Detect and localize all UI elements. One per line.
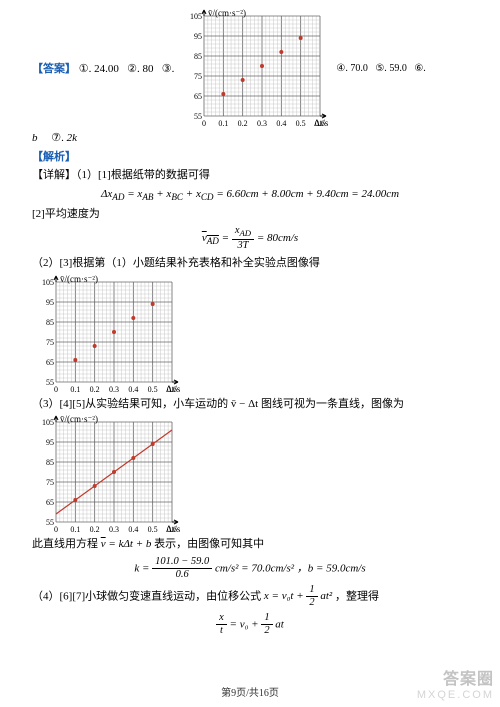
answer-label: 【答案】 — [32, 63, 76, 75]
svg-text:0: 0 — [54, 385, 58, 394]
svg-text:0.1: 0.1 — [70, 385, 80, 394]
svg-text:95: 95 — [194, 32, 202, 41]
svg-text:0: 0 — [202, 119, 206, 128]
a6l: ⑥. — [414, 63, 425, 74]
p4-text: （3）[4][5]从实验结果可知，小车运动的 v̄ − Δt 图线可视为一条直线… — [32, 396, 468, 413]
a7: 2k — [67, 132, 77, 144]
p2-text: [2]平均速度为 — [32, 206, 468, 223]
chart-1: 00.10.20.30.40.50.65565758595105v̄/(cm·s… — [180, 8, 330, 128]
svg-text:Δt/s: Δt/s — [166, 524, 181, 534]
svg-text:Δt/s: Δt/s — [314, 118, 329, 128]
svg-text:0.1: 0.1 — [70, 525, 80, 534]
chart-2: 00.10.20.30.40.50.65565758595105v̄/(cm·s… — [32, 274, 468, 394]
svg-text:0.3: 0.3 — [109, 525, 119, 534]
svg-text:v̄/(cm·s⁻²): v̄/(cm·s⁻²) — [208, 8, 246, 18]
svg-text:55: 55 — [194, 112, 202, 121]
svg-text:0.4: 0.4 — [277, 119, 287, 128]
a2: 80 — [143, 63, 154, 75]
p2-formula: vAD = xAD3T = 80cm/s — [32, 226, 468, 251]
svg-text:105: 105 — [42, 418, 54, 427]
chart-3: 00.10.20.30.40.50.65565758595105v̄/(cm·s… — [32, 414, 468, 534]
a6: b — [32, 132, 38, 144]
p3-text: （2）[3]根据第（1）小题结果补充表格和补全实验点图像得 — [32, 255, 468, 272]
svg-text:0: 0 — [54, 525, 58, 534]
svg-text:65: 65 — [46, 498, 54, 507]
p6-formula: xt = v₀ + 12 at — [32, 613, 468, 637]
a1l: ①. — [79, 63, 92, 75]
svg-text:95: 95 — [46, 438, 54, 447]
svg-text:75: 75 — [46, 478, 54, 487]
svg-text:75: 75 — [46, 338, 54, 347]
svg-text:0.2: 0.2 — [90, 385, 100, 394]
a3l: ③. — [162, 63, 175, 75]
svg-text:v̄/(cm·s⁻²): v̄/(cm·s⁻²) — [60, 414, 98, 424]
svg-text:55: 55 — [46, 518, 54, 527]
svg-text:75: 75 — [194, 72, 202, 81]
a5: 59.0 — [389, 63, 407, 74]
watermark: 答案圈 MXQE.COM — [417, 665, 494, 701]
svg-text:85: 85 — [46, 458, 54, 467]
svg-text:95: 95 — [46, 298, 54, 307]
svg-text:55: 55 — [46, 378, 54, 387]
svg-text:0.5: 0.5 — [148, 525, 158, 534]
svg-text:Δt/s: Δt/s — [166, 384, 181, 394]
svg-text:85: 85 — [194, 52, 202, 61]
p5-text: 此直线用方程 v = kΔt + b 表示，由图像可知其中 — [32, 536, 468, 553]
svg-text:0.2: 0.2 — [90, 525, 100, 534]
svg-text:85: 85 — [46, 318, 54, 327]
svg-text:65: 65 — [194, 92, 202, 101]
p1-text: 【详解】（1）[1]根据纸带的数据可得 — [32, 167, 468, 184]
a4l: ④. — [336, 63, 347, 74]
a7l: ⑦. — [51, 132, 64, 144]
analysis-label: 【解析】 — [32, 149, 468, 166]
p6-text: （4）[6][7]小球做匀变速直线运动，由位移公式 x = v₀t + 12 a… — [32, 585, 468, 609]
svg-text:0.3: 0.3 — [257, 119, 267, 128]
svg-text:0.5: 0.5 — [296, 119, 306, 128]
watermark-top: 答案圈 — [417, 665, 494, 689]
p5-formula: k = 101.0 − 59.00.6 cm/s² = 70.0cm/s² ，b… — [32, 557, 468, 581]
a5l: ⑤. — [375, 63, 386, 74]
svg-text:105: 105 — [42, 278, 54, 287]
p1-formula: ΔxAD = xAB + xBC + xCD = 6.60cm + 8.00cm… — [32, 188, 468, 202]
svg-text:105: 105 — [190, 12, 202, 21]
svg-text:0.3: 0.3 — [109, 385, 119, 394]
svg-text:0.2: 0.2 — [238, 119, 248, 128]
watermark-bottom: MXQE.COM — [417, 689, 494, 701]
svg-text:0.1: 0.1 — [219, 119, 229, 128]
svg-text:0.4: 0.4 — [128, 525, 138, 534]
svg-text:v̄/(cm·s⁻²): v̄/(cm·s⁻²) — [60, 274, 98, 284]
a1: 24.00 — [94, 63, 119, 75]
svg-text:0.5: 0.5 — [148, 385, 158, 394]
svg-text:65: 65 — [46, 358, 54, 367]
svg-text:0.4: 0.4 — [128, 385, 138, 394]
a2l: ②. — [127, 63, 140, 75]
a4: 70.0 — [350, 63, 368, 74]
